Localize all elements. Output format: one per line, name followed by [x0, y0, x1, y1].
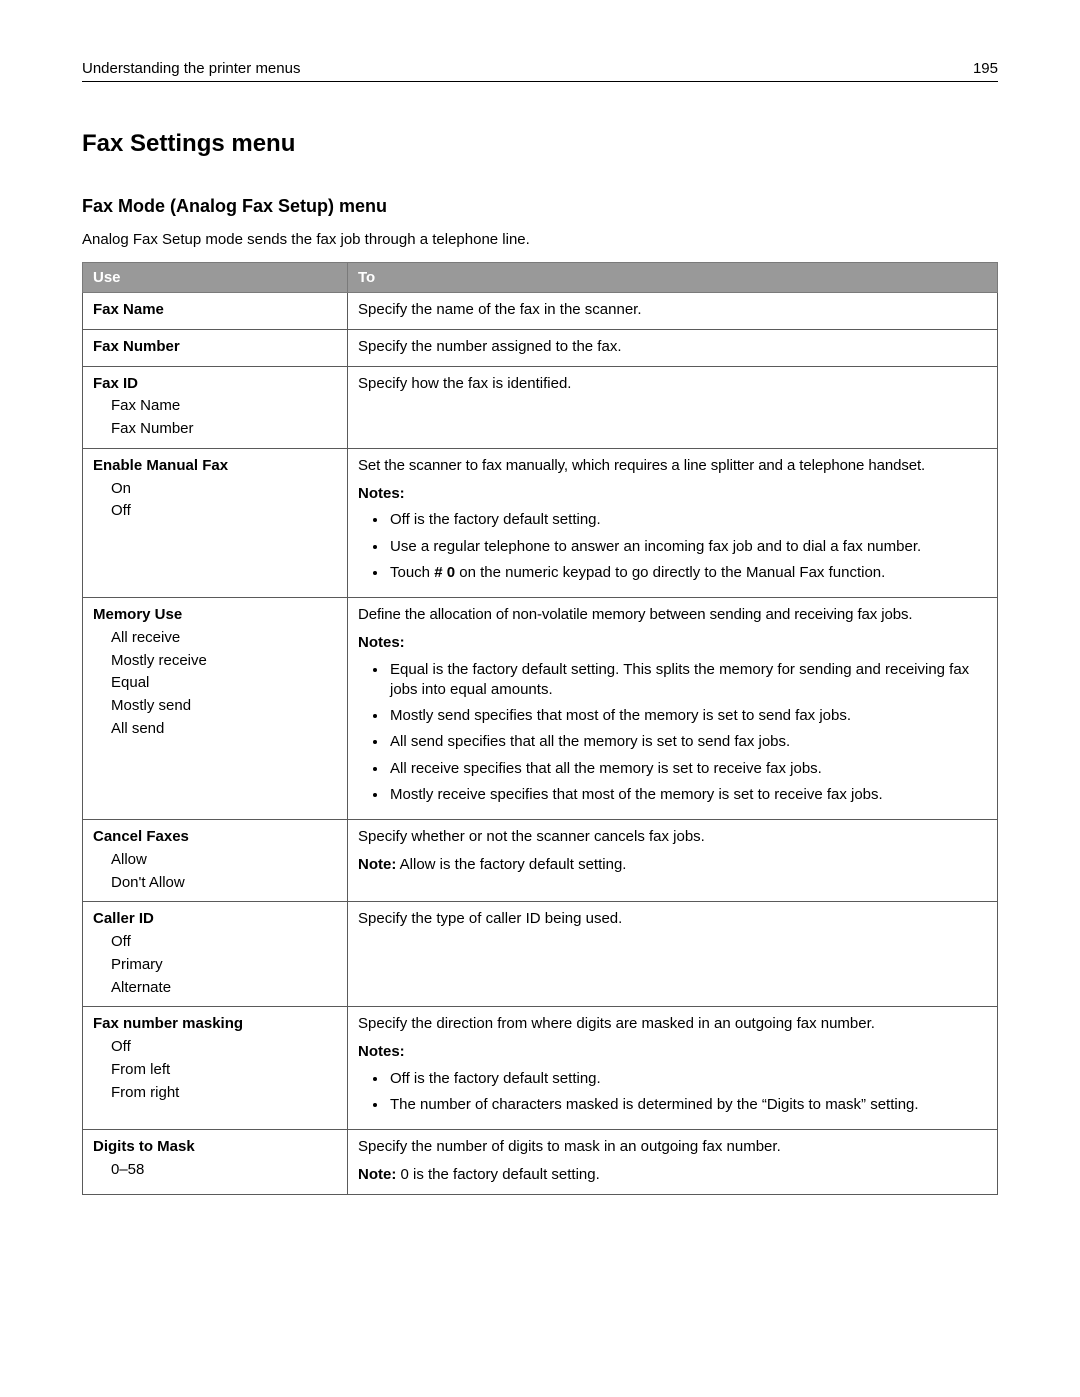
note-item: Mostly send specifies that most of the m… — [388, 706, 987, 726]
note-text-pre: Touch — [390, 564, 434, 581]
col-header-to: To — [348, 263, 998, 293]
sub-title: Fax Mode (Analog Fax Setup) menu — [82, 196, 998, 217]
option-desc: Specify the number assigned to the fax. — [348, 329, 998, 366]
table-row: Fax ID Fax Name Fax Number Specify how t… — [83, 366, 998, 448]
option-desc: Specify the type of caller ID being used… — [348, 902, 998, 1007]
note-item: Use a regular telephone to answer an inc… — [388, 537, 987, 557]
option-value: All receive — [111, 627, 337, 649]
option-name: Caller ID — [93, 908, 337, 930]
table-row: Fax number masking Off From left From ri… — [83, 1007, 998, 1130]
note-item: All receive specifies that all the memor… — [388, 759, 987, 779]
option-value: 0–58 — [111, 1159, 337, 1181]
note-item: Off is the factory default setting. — [388, 1069, 987, 1089]
option-value: Alternate — [111, 977, 337, 999]
note-label: Note: — [358, 856, 396, 873]
note-item: The number of characters masked is deter… — [388, 1095, 987, 1115]
note-item: Equal is the factory default setting. Th… — [388, 660, 987, 701]
table-row: Enable Manual Fax On Off Set the scanner… — [83, 448, 998, 597]
intro-text: Analog Fax Setup mode sends the fax job … — [82, 231, 998, 248]
inline-note: Note: Allow is the factory default setti… — [358, 854, 987, 876]
table-row: Memory Use All receive Mostly receive Eq… — [83, 598, 998, 820]
option-value: Off — [111, 500, 337, 522]
option-name: Enable Manual Fax — [93, 455, 337, 477]
option-desc: Define the allocation of non-volatile me… — [358, 604, 987, 626]
notes-list: Off is the factory default setting. Use … — [358, 510, 987, 583]
option-value: Mostly send — [111, 695, 337, 717]
note-item: All send specifies that all the memory i… — [388, 732, 987, 752]
option-value: Fax Number — [111, 418, 337, 440]
main-title: Fax Settings menu — [82, 130, 998, 158]
option-values: Off From left From right — [93, 1036, 337, 1103]
option-desc: Specify the name of the fax in the scann… — [348, 293, 998, 330]
option-values: On Off — [93, 478, 337, 523]
inline-note: Note: 0 is the factory default setting. — [358, 1164, 987, 1186]
table-row: Fax Number Specify the number assigned t… — [83, 329, 998, 366]
option-desc: Specify the direction from where digits … — [358, 1013, 987, 1035]
header-page-number: 195 — [973, 60, 998, 77]
notes-list: Off is the factory default setting. The … — [358, 1069, 987, 1116]
note-label: Note: — [358, 1166, 396, 1183]
option-value: Mostly receive — [111, 650, 337, 672]
notes-label: Notes: — [358, 483, 987, 505]
option-value: From left — [111, 1059, 337, 1081]
header-title: Understanding the printer menus — [82, 60, 300, 77]
table-row: Caller ID Off Primary Alternate Specify … — [83, 902, 998, 1007]
option-value: Allow — [111, 849, 337, 871]
option-name: Fax Number — [93, 338, 180, 355]
option-value: From right — [111, 1082, 337, 1104]
option-values: Fax Name Fax Number — [93, 395, 337, 440]
option-desc: Specify whether or not the scanner cance… — [358, 826, 987, 848]
fax-settings-table: Use To Fax Name Specify the name of the … — [82, 262, 998, 1195]
notes-label: Notes: — [358, 1041, 987, 1063]
option-desc: Specify the number of digits to mask in … — [358, 1136, 987, 1158]
note-item: Mostly receive specifies that most of th… — [388, 785, 987, 805]
option-values: Allow Don't Allow — [93, 849, 337, 894]
option-value: Fax Name — [111, 395, 337, 417]
table-header-row: Use To — [83, 263, 998, 293]
notes-label: Notes: — [358, 632, 987, 654]
option-value: Don't Allow — [111, 872, 337, 894]
option-name: Memory Use — [93, 604, 337, 626]
option-value: Equal — [111, 672, 337, 694]
notes-list: Equal is the factory default setting. Th… — [358, 660, 987, 806]
option-value: Off — [111, 1036, 337, 1058]
option-values: Off Primary Alternate — [93, 931, 337, 998]
note-item: Touch # 0 on the numeric keypad to go di… — [388, 563, 987, 583]
option-values: 0–58 — [93, 1159, 337, 1181]
note-text-bold: # 0 — [434, 564, 455, 581]
option-value: Off — [111, 931, 337, 953]
note-text: 0 is the factory default setting. — [396, 1166, 599, 1183]
option-value: Primary — [111, 954, 337, 976]
option-value: On — [111, 478, 337, 500]
option-name: Fax ID — [93, 373, 337, 395]
page-header: Understanding the printer menus 195 — [82, 60, 998, 82]
note-text: Allow is the factory default setting. — [396, 856, 626, 873]
option-name: Fax number masking — [93, 1013, 337, 1035]
table-row: Digits to Mask 0–58 Specify the number o… — [83, 1130, 998, 1195]
option-values: All receive Mostly receive Equal Mostly … — [93, 627, 337, 740]
note-text-post: on the numeric keypad to go directly to … — [455, 564, 885, 581]
table-row: Cancel Faxes Allow Don't Allow Specify w… — [83, 820, 998, 902]
option-desc: Specify how the fax is identified. — [348, 366, 998, 448]
table-row: Fax Name Specify the name of the fax in … — [83, 293, 998, 330]
col-header-use: Use — [83, 263, 348, 293]
option-value: All send — [111, 718, 337, 740]
note-item: Off is the factory default setting. — [388, 510, 987, 530]
option-name: Cancel Faxes — [93, 826, 337, 848]
option-name: Digits to Mask — [93, 1136, 337, 1158]
option-desc: Set the scanner to fax manually, which r… — [358, 455, 987, 477]
option-name: Fax Name — [93, 301, 164, 318]
